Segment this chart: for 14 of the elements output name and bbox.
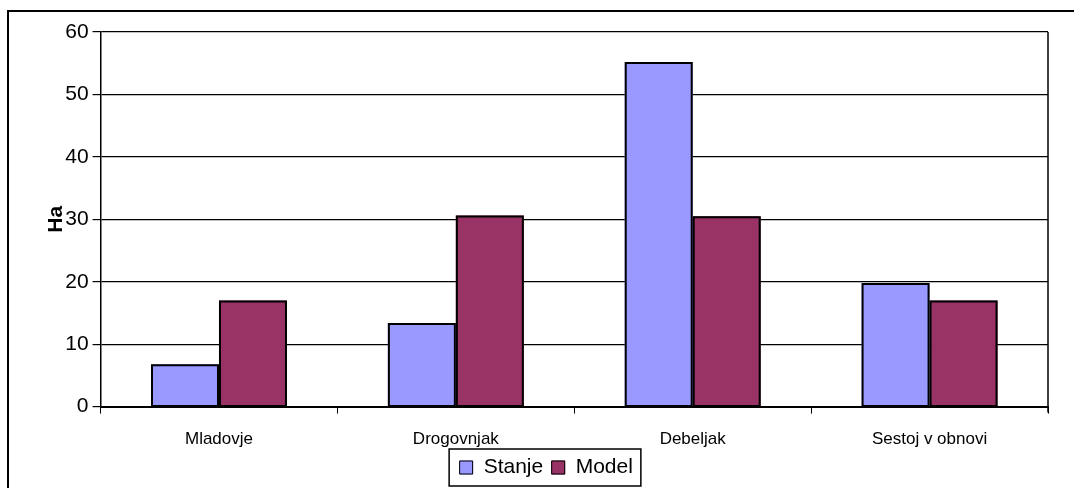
legend-label: Model [575, 454, 633, 478]
x-tick-label: Sestoj v obnovi [871, 429, 988, 449]
x-tick-label: Debeljak [659, 429, 727, 449]
y-tick-label: 20 [65, 268, 89, 292]
x-tick-label: Drogovnjak [412, 429, 500, 449]
y-tick-label: 30 [65, 206, 89, 230]
y-axis-title: Ha [43, 205, 67, 233]
legend-label: Stanje [483, 454, 544, 478]
y-tick-label: 40 [65, 143, 89, 167]
x-tick-label: Mladovje [184, 429, 254, 449]
y-tick-label: 10 [65, 330, 89, 354]
y-tick-label: 0 [76, 393, 89, 417]
y-tick-label: 60 [65, 18, 89, 42]
y-tick-label: 50 [65, 81, 89, 105]
